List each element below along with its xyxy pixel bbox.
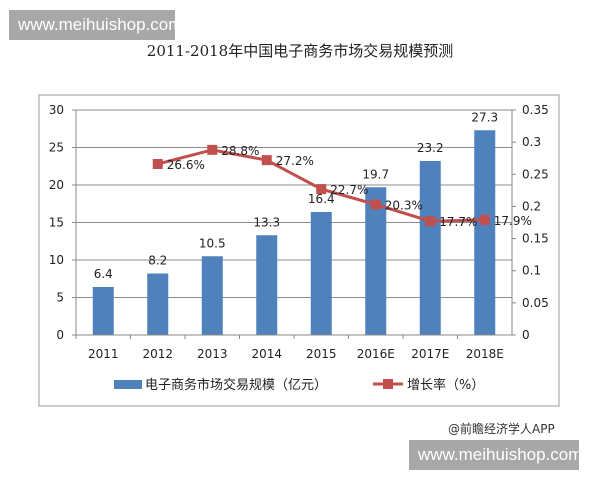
y-left-tick-label: 20 [49,178,64,192]
legend-line-swatch [383,379,393,389]
chart-title: 2011-2018年中国电子商务市场交易规模预测 [146,42,454,60]
line-marker [152,159,163,169]
x-tick-label: 2012 [142,347,173,361]
watermark-badge-top: www.meihuishop.com [9,10,182,40]
legend-bar-label: 电子商务市场交易规模（亿元） [145,377,327,393]
line-marker [316,184,327,195]
line-marker [425,216,436,227]
bar-value-label: 16.4 [308,192,335,206]
bar [474,130,496,335]
line-marker [370,199,381,210]
axes: 0 5 10 15 20 25 30 0 0.05 0.1 0.15 0.2 0.25 0.3 0.35 20… [49,103,549,361]
watermark-badge-bottom: www.meihuishop.com [409,440,582,470]
bar [310,212,332,335]
x-tick-label: 2016E [357,347,395,361]
bar-value-label: 19.7 [362,167,389,181]
legend-bar-swatch [114,380,142,389]
y-right-tick-label: 0.1 [522,264,541,278]
line-value-label: 17.9% [494,214,532,228]
bar [256,235,278,335]
legend: 电子商务市场交易规模（亿元） 增长率（%） [114,377,484,393]
bar-value-label: 23.2 [417,141,444,155]
line-value-label: 28.8% [221,144,259,158]
bar-series: 6.4 8.2 10.5 13.3 16.4 19.7 23.2 27.3 [92,110,498,335]
line-marker [479,214,490,225]
bar-value-label: 10.5 [199,236,226,250]
y-left-tick-label: 5 [56,291,64,305]
y-right-tick-label: 0.25 [522,167,549,181]
y-right-tick-label: 0.2 [522,199,541,213]
y-right-tick-label: 0.15 [522,232,549,246]
x-tick-label: 2011 [88,347,119,361]
x-tick-label: 2014 [251,347,282,361]
chart-frame [38,94,560,407]
bar [419,161,441,335]
y-right-tick-label: 0.35 [522,103,549,117]
bar [147,273,169,335]
x-tick-label: 2015 [306,347,337,361]
line-value-label: 17.7% [439,215,477,229]
y-right-tick-label: 0.3 [522,135,541,149]
bar [365,187,387,335]
x-tick-label: 2013 [197,347,228,361]
y-right-tick-label: 0 [522,328,530,342]
line-marker [261,155,272,166]
line-marker [207,144,218,155]
source-credit: @前瞻经济学人APP [448,422,555,436]
y-left-tick-label: 10 [49,253,64,267]
bar-value-label: 8.2 [148,254,167,268]
y-left-tick-label: 25 [49,141,64,155]
x-tick-label: 2017E [411,347,449,361]
y-left-tick-label: 0 [56,328,64,342]
y-left-tick-label: 15 [49,216,64,230]
y-right-tick-label: 0.05 [522,296,549,310]
line-value-label: 22.7% [330,183,368,197]
line-value-label: 27.2% [276,154,314,168]
line-series: 26.6% 28.8% 27.2% 22.7% 20.3% 17.7% 17.9% [152,144,532,229]
bar [201,256,223,335]
line-value-label: 26.6% [167,158,205,172]
bar [92,287,114,335]
legend-line-label: 增长率（%） [407,377,484,393]
bar-value-label: 13.3 [253,215,280,229]
bar-value-label: 27.3 [471,110,498,124]
x-tick-label: 2018E [466,347,504,361]
line-value-label: 20.3% [385,199,423,213]
y-left-tick-label: 30 [49,103,64,117]
bar-value-label: 6.4 [94,267,113,281]
